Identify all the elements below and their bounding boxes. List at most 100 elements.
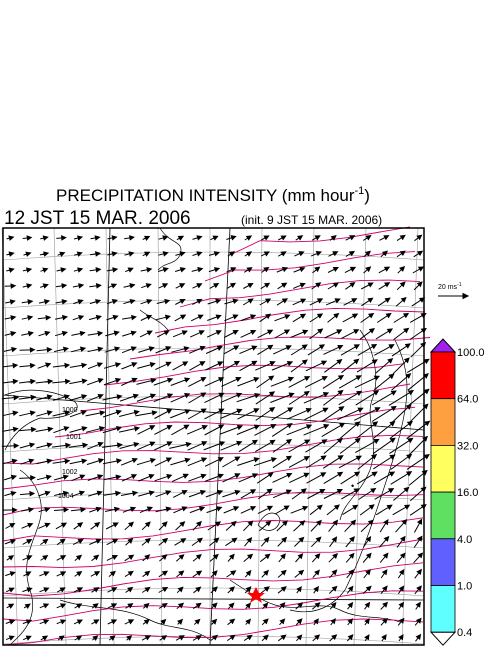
wind-vector — [56, 603, 67, 609]
wind-vector — [277, 282, 288, 290]
wind-vector — [323, 471, 344, 485]
wind-vector — [363, 266, 372, 274]
wind-vector — [340, 471, 361, 485]
wind-vector — [106, 538, 119, 546]
wind-vector — [395, 518, 408, 533]
wind-vector — [19, 378, 36, 385]
wind-vector — [40, 283, 49, 289]
wind-vector — [274, 329, 291, 339]
wind-vector — [69, 394, 88, 401]
wind-vector — [176, 602, 185, 609]
wind-vector — [20, 506, 35, 513]
wind-vector — [121, 474, 138, 482]
wind-vector — [411, 297, 426, 307]
wind-vector — [379, 552, 389, 563]
wind-vector — [244, 586, 252, 594]
wind-vector — [328, 585, 338, 594]
wind-vector — [255, 406, 276, 421]
wind-vector — [344, 266, 357, 274]
wind-vector — [56, 267, 67, 273]
isobar-label: 1000 — [62, 407, 78, 414]
wind-vector — [242, 298, 254, 306]
wind-vector — [19, 475, 36, 481]
wind-vector — [72, 283, 85, 289]
wind-vector — [53, 507, 70, 513]
wind-vector — [355, 438, 380, 454]
wind-vector — [175, 251, 186, 257]
boundary — [2, 597, 425, 601]
wind-vector — [323, 437, 343, 454]
wind-vector — [52, 442, 71, 449]
wind-vector — [243, 634, 253, 642]
wind-vector — [290, 329, 309, 338]
wind-vector — [119, 441, 140, 449]
wind-vector — [362, 585, 372, 594]
wind-vector — [106, 298, 119, 305]
wind-vector — [40, 635, 49, 641]
wind-vector — [53, 474, 69, 481]
wind-vector — [222, 456, 241, 468]
wind-vector — [396, 234, 406, 242]
wind-vector — [256, 472, 274, 484]
isobar — [204, 251, 416, 282]
wind-vector — [326, 298, 341, 306]
wind-vector — [274, 505, 290, 515]
wind-vector — [55, 299, 68, 305]
wind-reference-label: 20 ms-1 — [438, 282, 462, 291]
wind-vector — [222, 473, 241, 483]
colorbar-segment — [430, 538, 456, 586]
wind-vector — [312, 266, 321, 274]
isobar-label: 1004 — [58, 493, 74, 500]
wind-vector — [35, 426, 54, 433]
wind-vector — [38, 330, 51, 337]
wind-vector — [138, 474, 155, 482]
wind-vector — [70, 506, 87, 513]
wind-vector — [22, 539, 33, 545]
wind-vector — [396, 552, 406, 564]
latitude-line — [2, 491, 425, 501]
wind-vector — [40, 267, 49, 273]
wind-vector — [390, 471, 413, 485]
wind-vector — [20, 458, 35, 465]
wind-vector — [85, 426, 106, 433]
wind-vector — [87, 346, 104, 353]
wind-vector — [155, 346, 172, 354]
wind-vector — [56, 235, 67, 241]
wind-vector — [270, 392, 295, 403]
wind-vector — [227, 618, 236, 626]
wind-vector — [259, 553, 271, 563]
wind-vector — [226, 570, 237, 578]
wind-vector — [189, 345, 206, 354]
wind-vector — [158, 267, 169, 273]
wind-vector — [85, 410, 106, 417]
wind-vector — [70, 346, 87, 353]
wind-vector — [2, 410, 19, 417]
wind-vector — [190, 314, 204, 322]
wind-vector — [170, 409, 191, 419]
wind-vector — [262, 602, 269, 610]
wind-vector — [379, 235, 390, 241]
wind-vector — [37, 362, 52, 369]
wind-vector — [373, 420, 396, 439]
wind-vector — [141, 635, 151, 641]
wind-vector — [121, 377, 138, 386]
wind-vector — [290, 359, 308, 373]
wind-vector — [375, 357, 394, 374]
wind-vector — [136, 393, 157, 402]
wind-vector — [5, 571, 16, 577]
wind-vector — [141, 283, 152, 289]
wind-vector — [91, 619, 100, 625]
wind-vector — [102, 442, 123, 448]
wind-vector — [192, 635, 202, 641]
isobar — [54, 406, 416, 438]
wind-vector — [341, 329, 360, 339]
wind-vector — [5, 587, 15, 593]
colorbar-segment — [430, 398, 456, 446]
wind-vector — [340, 421, 361, 439]
wind-vector — [345, 552, 355, 563]
wind-vector — [397, 568, 405, 579]
wind-vector — [172, 330, 188, 338]
wind-vector — [356, 421, 379, 439]
latitude-line — [2, 395, 425, 405]
wind-vector — [207, 521, 222, 531]
